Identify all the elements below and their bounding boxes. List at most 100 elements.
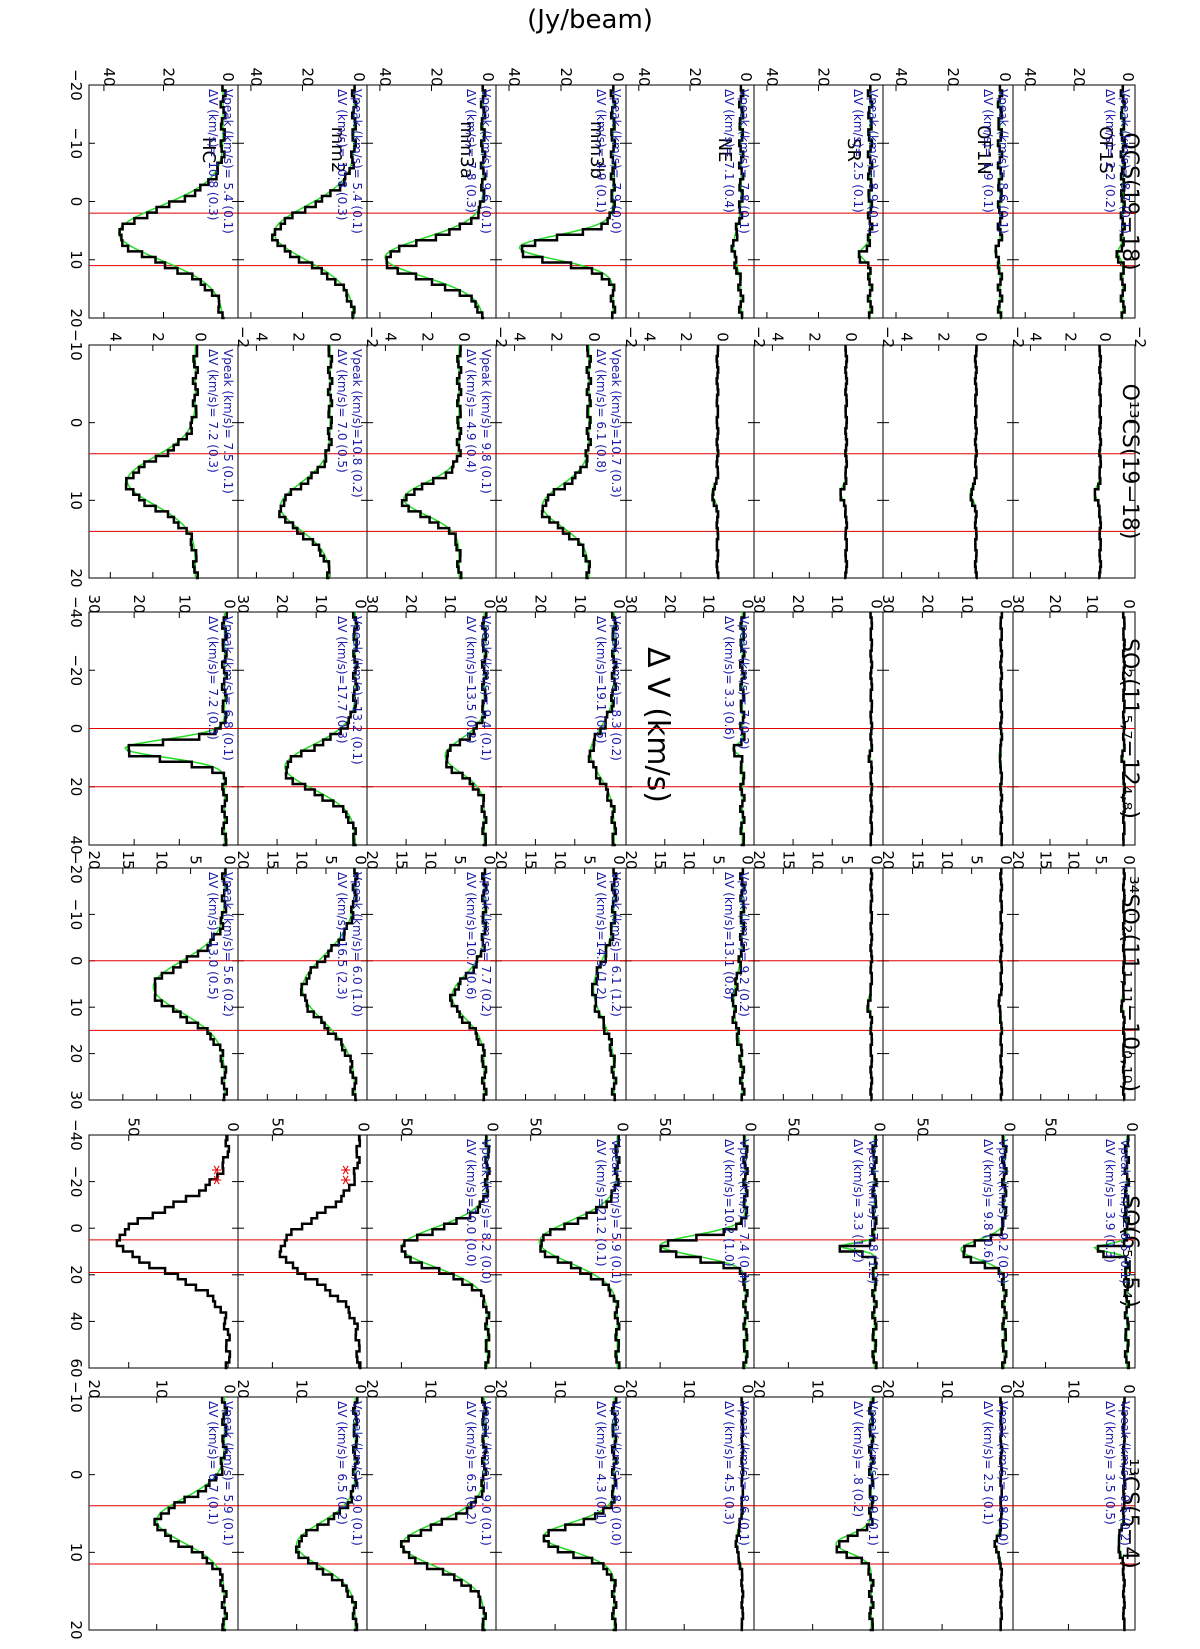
spectrum-line	[734, 1397, 745, 1632]
y-tick-label: 0	[585, 332, 603, 342]
y-tick-label: 15	[1037, 850, 1055, 869]
y-tick-label: 50	[784, 1117, 802, 1136]
vpeak-label: Vpeak (km/s)=13.2 (0.1)	[350, 616, 364, 765]
panel-SR: 0 20 40 SR Vpeak (km/s)= 8.9 (0.1)ΔV (km/s)=…	[753, 67, 884, 320]
panel-OF1S: 0 20 40 OF1S Vpeak (km/s)= 8.7 (0.1)ΔV (km/s…	[1012, 67, 1137, 320]
y-tick-label: 10	[680, 1379, 698, 1398]
dv-label: ΔV (km/s)= 7.8 (0.3)	[464, 89, 478, 213]
y-tick-label: −2	[363, 326, 381, 348]
x-tick-label: 0	[67, 418, 85, 428]
spectrum-line	[118, 85, 227, 320]
vpeak-label: Vpeak (km/s)= 0.5 (0.2)	[1118, 1401, 1132, 1546]
column-title: SO(6₅−5₄)	[1117, 1195, 1142, 1308]
y-tick-label: 20	[531, 594, 549, 613]
vpeak-label: Vpeak (km/s)= 8.8 (0.0)	[996, 1401, 1010, 1546]
x-tick-label: 20	[67, 1265, 85, 1284]
y-tick-label: 20	[750, 1379, 768, 1398]
y-tick-label: 0	[610, 599, 628, 609]
dv-label: ΔV (km/s)= 3.3 (0.6)	[722, 616, 736, 740]
spectrum-line	[587, 612, 618, 847]
dv-label: ΔV (km/s)=14.3 (1.2)	[594, 872, 608, 1000]
y-tick-label: 30	[622, 594, 640, 613]
panel-frame	[88, 1396, 239, 1631]
x-tick-label: 10	[67, 998, 85, 1017]
y-tick-label: 10	[700, 594, 718, 613]
x-tick-label: −10	[67, 329, 85, 361]
y-tick-label: 20	[299, 67, 317, 86]
y-tick-label: 40	[635, 67, 653, 86]
y-tick-label: 50	[397, 1117, 415, 1136]
y-tick-label: 0	[220, 599, 238, 609]
vpeak-label: Vpeak (km/s)= 8.9 (0.1)	[866, 89, 880, 234]
flag-mark: **	[330, 1165, 354, 1185]
y-tick-label: 15	[779, 850, 797, 869]
x-tick-label: 0	[67, 724, 85, 734]
y-tick-label: 0	[842, 332, 860, 342]
spectrum-line	[867, 612, 874, 847]
column-2: SO₂(11₅,₇−12₄,₈)−40−20020400102030010203…	[67, 594, 1142, 854]
spectrum-line	[294, 1397, 359, 1632]
y-tick-label: 10	[938, 850, 956, 869]
y-tick-label: 0	[737, 72, 755, 82]
vpeak-label: Vpeak (km/s)= 6.8 (0.1)	[221, 616, 235, 761]
y-tick-label: 2	[418, 332, 436, 342]
x-tick-label: 0	[67, 1223, 85, 1233]
y-tick-label: 0	[741, 1122, 759, 1132]
y-tick-label: 15	[909, 850, 927, 869]
panel-mm2: 0 10 20 30 Vpeak (km/s)=13.2 (0.1)ΔV (km/s)=…	[234, 594, 369, 847]
dv-label: ΔV (km/s)= 9.8 (0.6)	[981, 1139, 995, 1263]
panel-mm3a: 0 10 20 30 Vpeak (km/s)= 9.4 (0.1)ΔV (km/s)=…	[363, 594, 498, 847]
spectrum-line	[299, 868, 359, 1102]
y-tick-label: 0	[1120, 855, 1138, 865]
dv-label: ΔV (km/s)=10.7 (0.6)	[464, 872, 478, 1000]
y-tick-label: 20	[1009, 1379, 1027, 1398]
y-tick-label: 4	[511, 332, 529, 342]
y-tick-label: 20	[661, 594, 679, 613]
y-tick-label: 0	[480, 599, 498, 609]
spectrum-line	[542, 1397, 618, 1632]
y-tick-label: 0	[350, 72, 368, 82]
y-tick-label: 4	[252, 332, 270, 342]
vpeak-label: Vpeak (km/s)= 6.0 (1.0)	[350, 872, 364, 1017]
y-tick-label: −2	[622, 326, 640, 348]
x-tick-label: 20	[67, 777, 85, 796]
vpeak-label: Vpeak (km/s)= 9.0 (0.1)	[350, 1401, 364, 1546]
dv-label: ΔV (km/s)=13.0 (0.5)	[206, 872, 220, 1000]
vpeak-label: Vpeak (km/s)=10.7 (0.3)	[609, 349, 623, 498]
x-tick-label: 60	[67, 1358, 85, 1377]
panel-OF1S: −2 0 2 4	[1012, 326, 1149, 580]
vpeak-label: Vpeak (km/s)= 9.8 (0.1)	[479, 349, 493, 494]
y-tick-label: 20	[686, 67, 704, 86]
spectrum-line	[115, 1135, 232, 1370]
y-tick-label: 4	[381, 332, 399, 342]
dv-label: ΔV (km/s)= 6.7 (0.1)	[206, 1401, 220, 1525]
y-tick-label: 20	[234, 1379, 252, 1398]
y-tick-label: −2	[1131, 326, 1149, 348]
y-tick-label: 5	[1092, 855, 1110, 865]
y-tick-label: 10	[441, 594, 459, 613]
flag-mark: **	[201, 1165, 225, 1185]
dv-label: ΔV (km/s)= 4.9 (0.1)	[594, 89, 608, 213]
y-tick-label: 20	[85, 1379, 103, 1398]
panel-NE: 0 5 10 15 20 Vpeak (km/s)= 9.2 (0.2)ΔV (km/s)…	[622, 850, 756, 1102]
y-tick-label: 30	[492, 594, 510, 613]
spectrum-line	[993, 1397, 1004, 1632]
spectrum-line	[969, 345, 978, 580]
y-tick-label: 40	[100, 67, 118, 86]
y-tick-label: 20	[492, 1379, 510, 1398]
x-tick-label: 40	[67, 835, 85, 854]
y-tick-label: 20	[557, 67, 575, 86]
y-tick-label: 0	[1119, 72, 1137, 82]
y-tick-label: 50	[125, 1117, 143, 1136]
x-tick-label: 10	[67, 1543, 85, 1562]
panel-OF1S: 0 50 Vpeak (km/s)= 8.5 (0.1)ΔV (km/s)= 3.9…	[1012, 1117, 1141, 1370]
spectrum-line	[284, 612, 359, 847]
y-tick-label: 40	[376, 67, 394, 86]
panel-mm3b: 0 5 10 15 20 Vpeak (km/s)= 6.1 (1.2)ΔV (km/s)…	[492, 850, 628, 1102]
spectrum-line	[278, 1135, 362, 1370]
y-tick-label: 0	[483, 1122, 501, 1132]
y-tick-label: 0	[479, 72, 497, 82]
y-tick-label: 0	[972, 332, 990, 342]
